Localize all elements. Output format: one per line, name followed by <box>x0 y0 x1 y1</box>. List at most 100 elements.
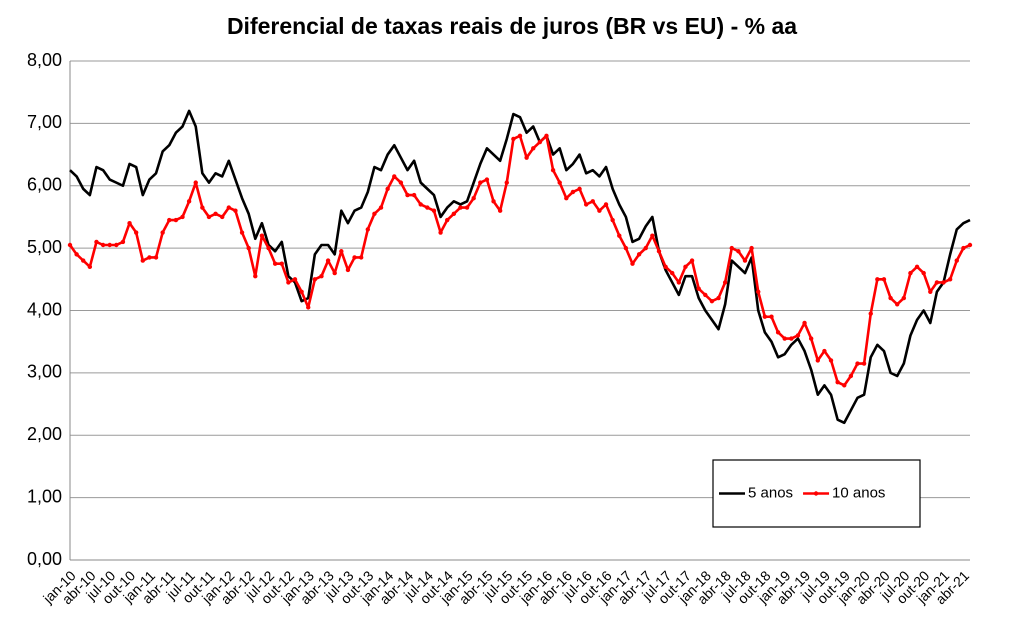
series-marker <box>914 264 920 270</box>
series-marker <box>603 202 609 207</box>
series-marker <box>722 280 728 285</box>
series-marker <box>729 245 734 251</box>
series-marker <box>775 330 781 335</box>
series-marker <box>570 189 576 195</box>
series-marker <box>967 242 973 248</box>
series-marker <box>835 380 840 385</box>
series-marker <box>100 242 106 248</box>
series-marker <box>802 320 807 326</box>
series-line <box>69 109 971 425</box>
series-marker <box>458 205 463 210</box>
series-marker <box>630 261 635 266</box>
series-marker <box>127 220 132 226</box>
series-marker <box>153 255 159 260</box>
series-marker <box>947 277 953 282</box>
series-marker <box>656 249 662 254</box>
series-marker <box>550 167 556 173</box>
series-marker <box>617 233 622 238</box>
series-marker <box>200 205 205 210</box>
series-marker <box>464 205 470 210</box>
series-marker <box>246 245 251 251</box>
series-marker <box>253 273 258 279</box>
series-line <box>68 134 971 387</box>
series-marker <box>504 180 509 185</box>
series-marker <box>266 245 271 251</box>
series-marker <box>736 249 741 254</box>
series-marker <box>881 277 887 282</box>
series-marker <box>650 233 655 238</box>
y-tick-label: 8,00 <box>27 50 62 70</box>
series-marker <box>120 239 126 245</box>
series-marker <box>848 373 854 379</box>
y-tick-label: 6,00 <box>27 175 62 195</box>
series-marker <box>398 180 404 185</box>
series-marker <box>895 302 900 307</box>
series-marker <box>332 270 337 276</box>
series-marker <box>405 192 410 198</box>
y-tick-label: 3,00 <box>27 362 62 382</box>
series-marker <box>564 196 569 201</box>
series-marker <box>842 383 847 388</box>
series-marker <box>583 202 589 207</box>
series-marker <box>716 295 721 301</box>
series-marker <box>822 348 827 354</box>
series-marker <box>167 217 172 223</box>
series-marker <box>888 295 893 301</box>
series-marker <box>901 295 907 301</box>
series-marker <box>140 258 145 263</box>
series-marker <box>233 208 238 213</box>
series-marker <box>319 273 324 279</box>
series-marker <box>133 230 139 235</box>
series-marker <box>921 270 926 276</box>
series-marker <box>74 252 79 257</box>
series-marker <box>206 214 212 220</box>
series-marker <box>861 361 867 366</box>
series-marker <box>689 258 695 263</box>
series-marker <box>643 245 648 251</box>
series-marker <box>425 205 430 210</box>
series-marker <box>431 208 437 213</box>
series-marker <box>709 298 715 304</box>
series-marker <box>517 133 523 139</box>
series-marker <box>868 311 873 316</box>
series-marker <box>531 146 536 151</box>
series-marker <box>292 277 298 282</box>
series-marker <box>385 186 390 192</box>
y-tick-label: 0,00 <box>27 549 62 569</box>
series-marker <box>392 174 397 179</box>
y-tick-label: 5,00 <box>27 237 62 257</box>
series-marker <box>451 211 457 217</box>
series-marker <box>445 217 450 223</box>
series-marker <box>769 314 774 319</box>
series-marker <box>961 245 966 251</box>
series-marker <box>497 208 503 213</box>
series-marker <box>325 258 331 263</box>
series-marker <box>782 336 787 341</box>
y-tick-label: 4,00 <box>27 299 62 319</box>
series-marker <box>749 245 754 251</box>
series-marker <box>107 242 112 248</box>
series-marker <box>180 214 185 220</box>
series-marker <box>703 292 708 298</box>
series-marker <box>696 286 701 291</box>
series-marker <box>623 245 629 251</box>
series-marker <box>928 289 933 294</box>
series-marker <box>756 289 761 294</box>
legend-label: 5 anos <box>748 484 793 501</box>
y-tick-label: 2,00 <box>27 424 62 444</box>
series-marker <box>511 136 516 142</box>
series-marker <box>259 233 265 238</box>
series-marker <box>670 270 675 276</box>
series-marker <box>173 217 179 223</box>
series-marker <box>828 358 834 363</box>
series-marker <box>286 280 291 285</box>
series-marker <box>186 199 192 204</box>
series-marker <box>213 211 218 217</box>
series-marker <box>537 139 543 145</box>
series-marker <box>875 277 880 282</box>
series-marker <box>491 199 496 204</box>
series-marker <box>345 267 351 273</box>
series-marker <box>610 217 615 223</box>
series-marker <box>941 280 946 285</box>
